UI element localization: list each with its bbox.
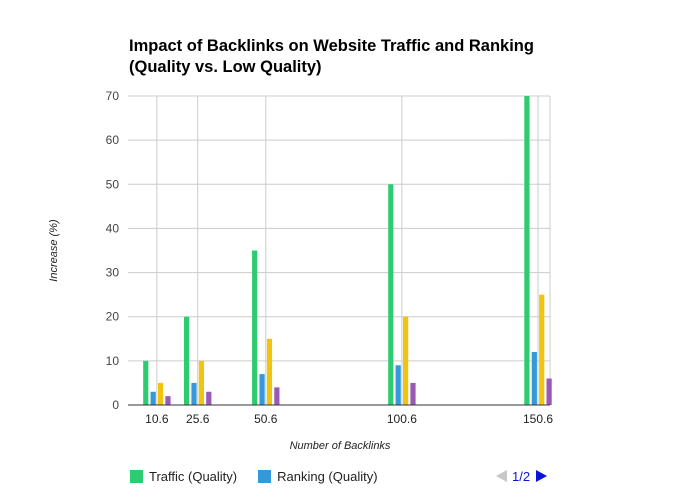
bar — [143, 360, 149, 405]
bar — [150, 391, 156, 405]
bar — [198, 360, 204, 405]
chart-title: Impact of Backlinks on Website Traffic a… — [129, 36, 569, 78]
x-tick-label: 100.6 — [387, 412, 417, 426]
legend-item-traffic-quality[interactable]: Traffic (Quality) — [130, 469, 237, 484]
bar — [546, 378, 552, 405]
bar — [191, 382, 197, 405]
chart-title-line-2: (Quality vs. Low Quality) — [129, 58, 322, 76]
bar — [402, 316, 409, 405]
bar — [206, 391, 212, 405]
bar — [252, 250, 258, 405]
triangle-right-icon[interactable] — [536, 470, 548, 482]
x-tick-label: 10.6 — [145, 412, 169, 426]
bar — [157, 382, 164, 405]
x-tick-label: 50.6 — [254, 412, 278, 426]
y-tick-label: 10 — [106, 354, 120, 368]
y-tick-label: 70 — [106, 89, 120, 103]
bar — [266, 338, 273, 405]
legend-item-ranking-quality[interactable]: Ranking (Quality) — [258, 468, 378, 484]
y-axis-title: Increase (%) — [48, 219, 60, 282]
bar — [531, 352, 537, 405]
y-tick-label: 30 — [106, 266, 120, 280]
legend-page-indicator: 1/2 — [512, 468, 531, 484]
bar — [410, 382, 416, 405]
y-tick-label: 0 — [112, 398, 119, 412]
legend: Traffic (Quality) Ranking (Quality) — [130, 466, 399, 486]
bar — [165, 396, 171, 405]
y-tick-label: 60 — [106, 133, 120, 147]
y-tick-label: 40 — [106, 221, 120, 235]
bar — [274, 387, 280, 405]
legend-label-ranking-quality: Ranking (Quality) — [277, 468, 378, 484]
x-axis-title: Number of Backlinks — [290, 440, 391, 452]
legend-label-traffic-quality: Traffic (Quality) — [149, 468, 238, 484]
bar — [259, 374, 265, 405]
legend-swatch-traffic-quality — [130, 469, 143, 483]
bar — [388, 184, 394, 405]
bar — [183, 316, 190, 405]
legend-swatch-ranking-quality — [258, 469, 272, 483]
triangle-left-icon[interactable] — [496, 470, 507, 482]
y-tick-label: 20 — [106, 310, 120, 324]
legend-pager: 1/2 — [496, 466, 548, 486]
x-tick-label: 25.6 — [186, 412, 210, 426]
y-tick-label: 50 — [106, 177, 120, 191]
bar — [395, 365, 401, 405]
bar — [524, 96, 530, 405]
bar — [539, 294, 545, 405]
x-tick-label: 150.6 — [523, 412, 553, 426]
chart-title-line-1: Impact of Backlinks on Website Traffic a… — [129, 37, 534, 55]
